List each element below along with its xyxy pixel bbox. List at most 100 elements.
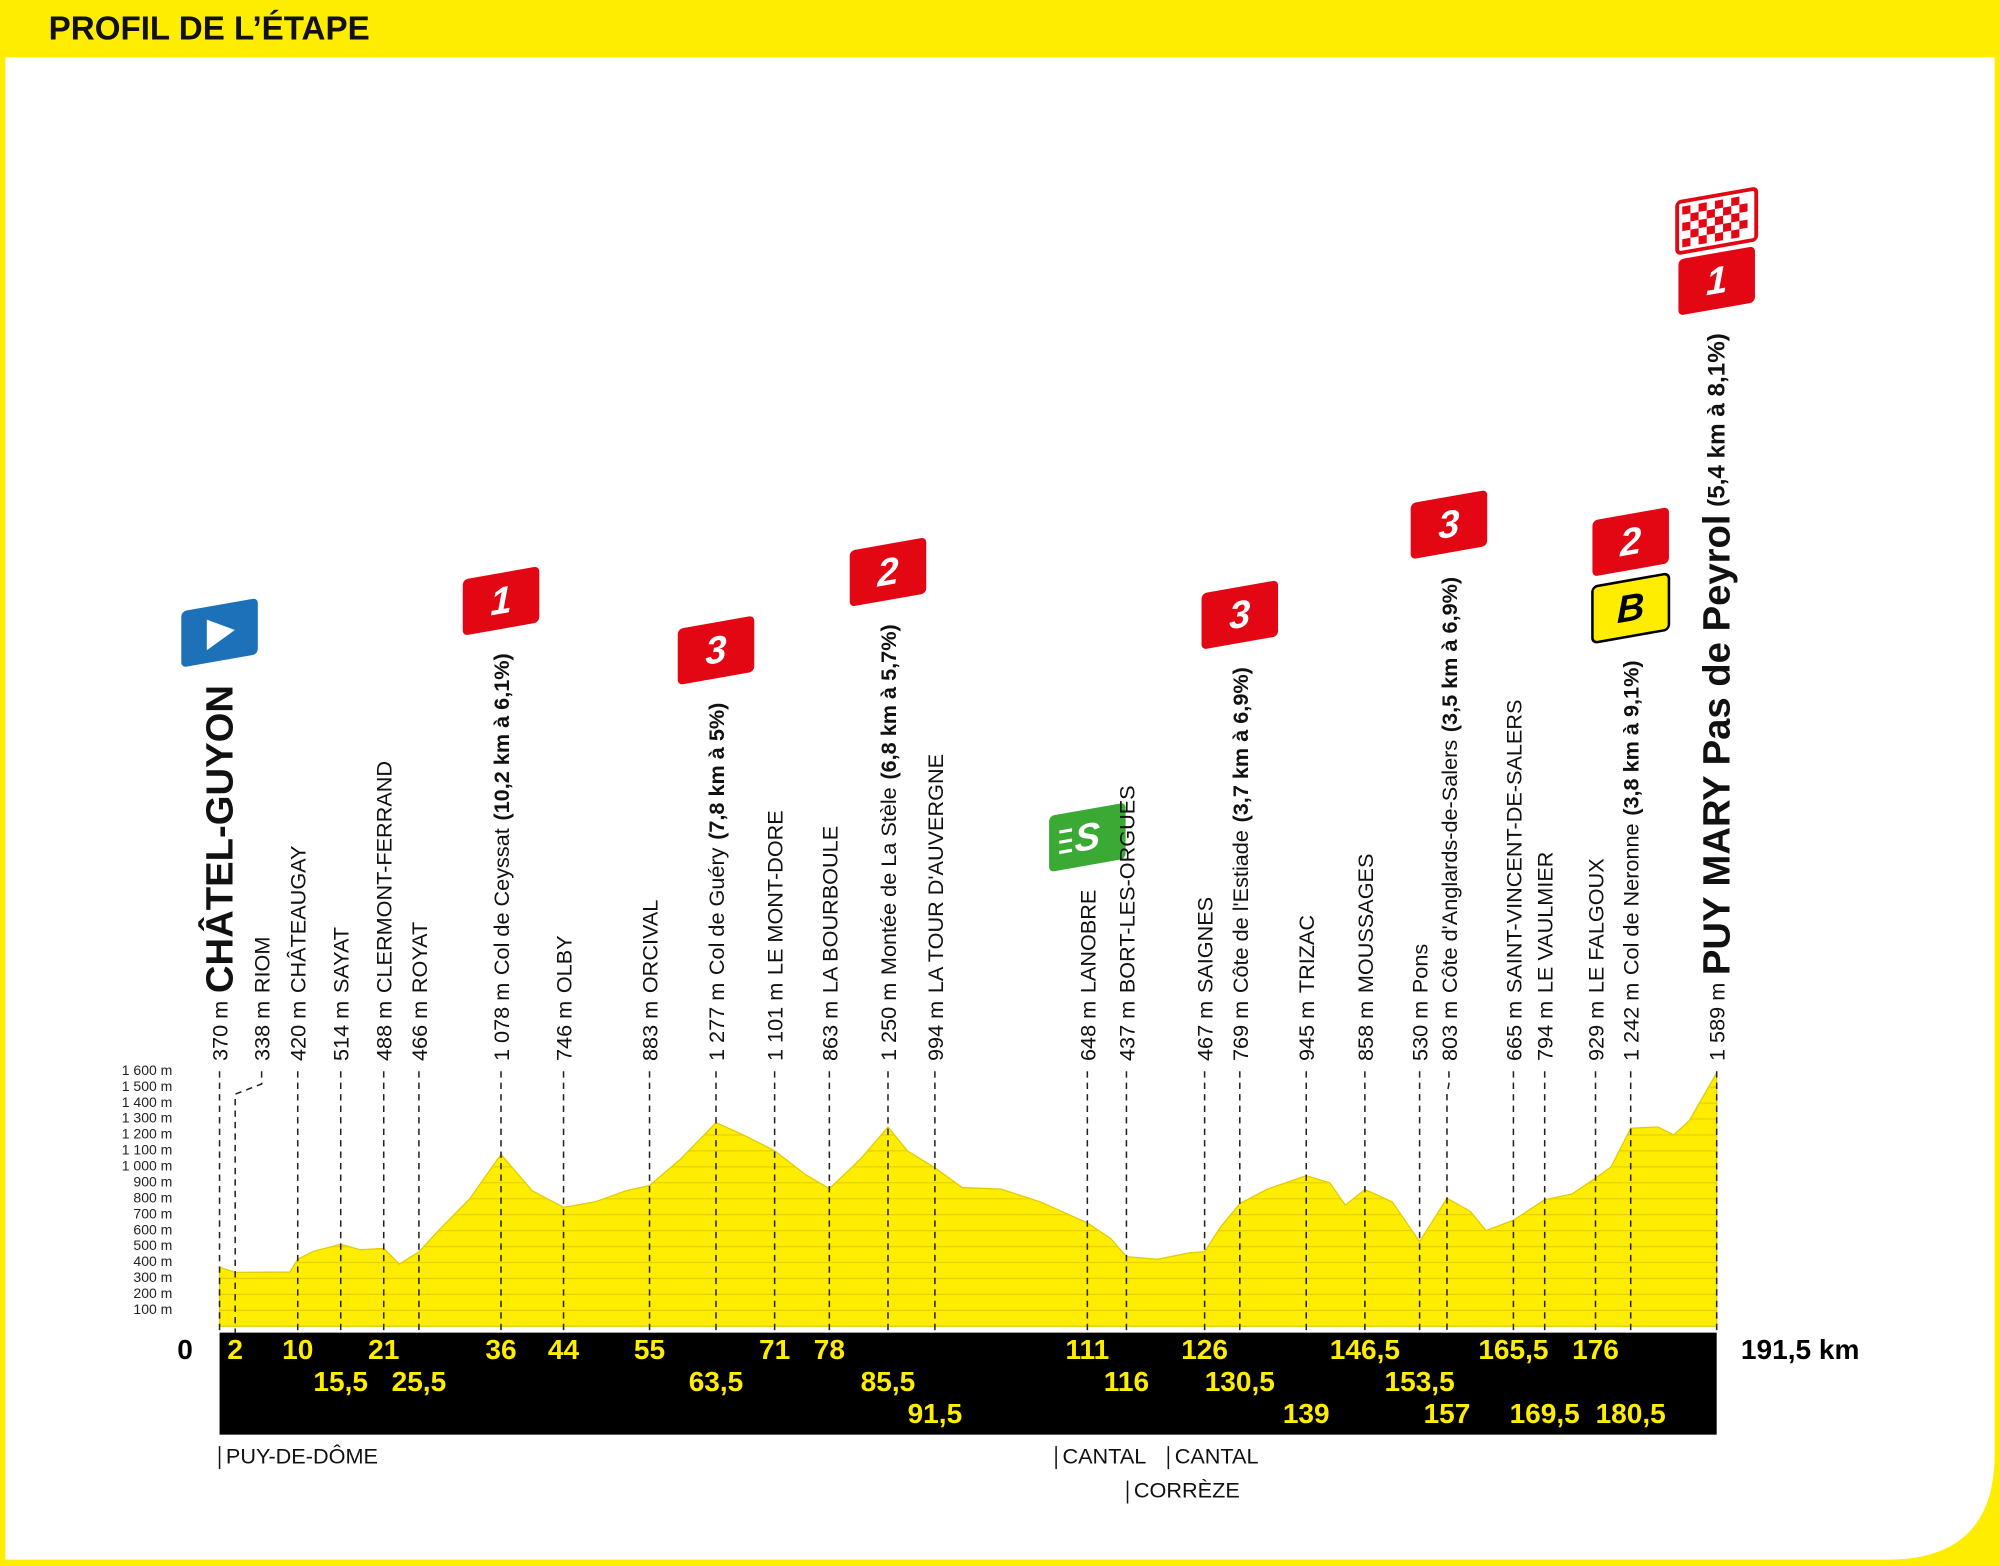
climb-badge-label: 3 <box>1229 592 1250 638</box>
waypoint-label: 1 078 m Col de Ceyssat (10,2 km à 6,1%) <box>488 653 513 1061</box>
finish-check <box>1690 211 1699 222</box>
waypoint-name-major: CHÂTEL-GUYON <box>197 685 241 993</box>
climb-info: (5,4 km à 8,1%) <box>1703 333 1730 507</box>
waypoint-name: BORT-LES-ORGUES <box>1114 785 1139 993</box>
x-tick-label: 157 <box>1424 1398 1471 1429</box>
waypoint-label: 338 m RIOM <box>249 937 274 1061</box>
x-tick-label: 165,5 <box>1478 1334 1548 1365</box>
waypoint-altitude: 648 m <box>1075 1001 1100 1061</box>
finish-flag <box>1675 187 1759 255</box>
waypoint-label: 1 101 m LE MONT-DORE <box>762 810 787 1061</box>
x-tick-label: 78 <box>814 1334 845 1365</box>
bonus-badge: B <box>1591 572 1671 644</box>
waypoint-altitude: 514 m <box>328 1001 353 1061</box>
region-label: PUY-DE-DÔME <box>226 1443 378 1468</box>
waypoint-name: LA BOURBOULE <box>817 826 842 993</box>
finish-check <box>1698 202 1707 212</box>
x-tick-label: 91,5 <box>908 1398 963 1429</box>
waypoint-label: 863 m LA BOURBOULE <box>817 826 842 1061</box>
finish-check <box>1731 196 1740 207</box>
waypoint-altitude: 769 m <box>1227 1001 1252 1061</box>
climb-badge-shape <box>462 566 540 635</box>
waypoint-name: TRIZAC <box>1294 915 1319 993</box>
waypoint-name-major: PUY MARY Pas de Peyrol <box>1695 514 1738 975</box>
bonus-badge-shape <box>1591 572 1671 644</box>
x-tick-label: 0 <box>177 1334 193 1365</box>
climb-badge-shape <box>677 616 755 685</box>
waypoint-altitude: 1 101 m <box>762 983 787 1061</box>
x-tick-line <box>234 1071 263 1333</box>
waypoint-altitude: 883 m <box>637 1001 662 1061</box>
sprint-stroke <box>1059 828 1073 834</box>
x-tick-label: 25,5 <box>392 1366 447 1397</box>
waypoint-name: Côte de l'Estiade <box>1227 830 1252 993</box>
finish-check <box>1714 215 1724 226</box>
finish-check <box>1739 219 1748 230</box>
x-tick-label: 63,5 <box>689 1366 744 1397</box>
finish-check <box>1698 234 1707 245</box>
chart-title: PROFIL DE L’ÉTAPE <box>49 9 370 47</box>
y-tick-label: 500 m <box>133 1237 172 1253</box>
y-tick-label: 1 600 m <box>122 1062 173 1078</box>
y-tick-label: 1 100 m <box>122 1142 173 1158</box>
waypoint-altitude: 466 m <box>406 1001 431 1061</box>
x-tick-label: 2 <box>227 1334 243 1365</box>
start-arrow <box>206 619 235 651</box>
finish-check <box>1682 205 1691 215</box>
x-tick-label: 44 <box>548 1334 580 1365</box>
waypoint-altitude: 929 m <box>1583 1001 1608 1061</box>
finish-check <box>1739 203 1748 213</box>
finish-check <box>1714 232 1724 242</box>
climb-info: (10,2 km à 6,1%) <box>488 653 513 820</box>
x-tick-label: 139 <box>1283 1398 1330 1429</box>
waypoint-label: 530 m Pons <box>1407 944 1432 1061</box>
waypoint-name: SAYAT <box>328 927 353 993</box>
finish-check <box>1690 228 1699 238</box>
climb-info: (3,7 km à 6,9%) <box>1227 667 1252 822</box>
x-tick-label: 111 <box>1065 1334 1109 1365</box>
climb-badge: 2 <box>1592 507 1669 576</box>
y-tick-label: 400 m <box>133 1253 172 1269</box>
climb-info: (7,8 km à 5%) <box>703 703 728 840</box>
waypoint-name: SAINT-VINCENT-DE-SALERS <box>1501 700 1526 994</box>
y-tick-label: 1 500 m <box>122 1078 173 1094</box>
finish-check <box>1723 222 1732 233</box>
waypoint-name: Côte d'Anglards-de-Salers <box>1436 740 1461 993</box>
waypoint-name: OLBY <box>551 935 576 993</box>
climb-info: (3,8 km à 9,1%) <box>1618 660 1643 815</box>
y-tick-label: 700 m <box>133 1205 172 1221</box>
sprint-badge-label: S <box>1075 814 1101 861</box>
climb-badge-shape <box>1201 580 1279 649</box>
climb-badge-shape <box>1410 490 1488 559</box>
climb-badge-shape <box>1678 246 1755 315</box>
waypoint-label: 437 m BORT-LES-ORGUES <box>1114 785 1139 1061</box>
waypoint-altitude: 1 277 m <box>703 983 728 1061</box>
region-label: CANTAL <box>1175 1443 1259 1468</box>
waypoint-name: LE FALGOUX <box>1583 858 1608 993</box>
y-tick-label: 200 m <box>133 1285 172 1301</box>
climb-badge-shape <box>1592 507 1669 576</box>
waypoint-altitude: 1 078 m <box>488 983 513 1061</box>
waypoint-altitude: 994 m <box>922 1001 947 1061</box>
x-tick-label: 116 <box>1104 1366 1149 1397</box>
x-tick-label: 130,5 <box>1205 1366 1275 1397</box>
waypoint-altitude: 746 m <box>551 1001 576 1061</box>
climb-badge-label: 1 <box>1706 258 1727 304</box>
waypoint-label: 803 m Côte d'Anglards-de-Salers (3,5 km à … <box>1436 577 1461 1061</box>
waypoint-label: 1 589 m PUY MARY Pas de Peyrol (5,4 km à 8… <box>1695 333 1738 1061</box>
waypoint-label: 929 m LE FALGOUX <box>1583 858 1608 1061</box>
climb-badge-label: 3 <box>1438 502 1459 548</box>
climb-badge: 1 <box>462 566 540 635</box>
climb-info: (6,8 km à 5,7%) <box>875 624 900 779</box>
y-tick-label: 1 300 m <box>122 1110 173 1126</box>
waypoint-altitude: 467 m <box>1192 1001 1217 1061</box>
y-tick-label: 900 m <box>133 1173 172 1189</box>
waypoint-label: 858 m MOUSSAGES <box>1352 854 1377 1061</box>
x-tick-label: 146,5 <box>1330 1334 1400 1365</box>
climb-badge: 3 <box>1410 490 1488 559</box>
climb-badge-label: 3 <box>705 627 726 673</box>
y-tick-label: 100 m <box>133 1301 172 1317</box>
waypoint-name: Montée de La Stèle <box>875 787 900 975</box>
waypoint-label: 467 m SAIGNES <box>1192 897 1217 1061</box>
